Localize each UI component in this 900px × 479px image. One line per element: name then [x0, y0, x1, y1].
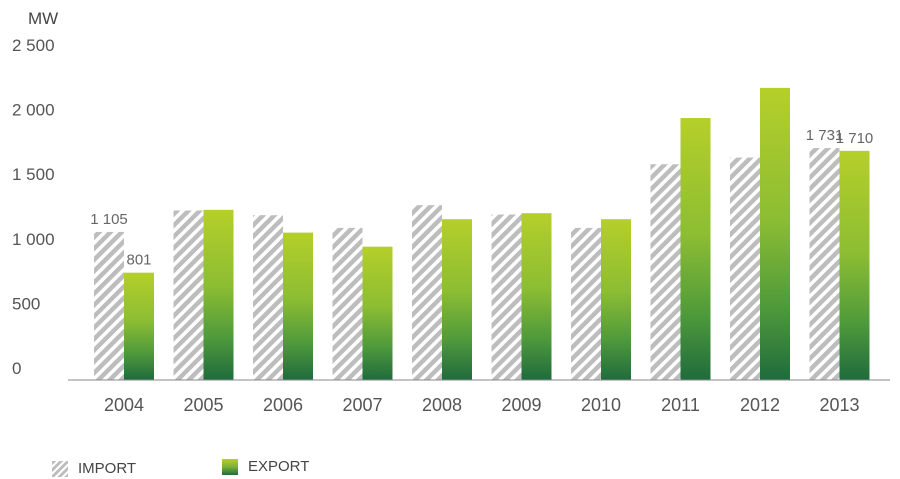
- legend-item-import: IMPORT: [52, 460, 136, 477]
- export-bar: [680, 118, 711, 380]
- export-bar: [760, 87, 790, 380]
- x-tick-label: 2013: [819, 395, 859, 415]
- import-bar: [173, 210, 204, 380]
- data-label: 1 731: [806, 127, 844, 144]
- y-unit-label: MW: [28, 9, 58, 28]
- export-bar: [601, 219, 631, 380]
- import-bar: [412, 205, 442, 380]
- import-swatch: [52, 460, 68, 477]
- y-tick-label: 1 500: [12, 165, 55, 184]
- import-bar: [571, 227, 601, 380]
- export-bar: [442, 219, 472, 380]
- x-tick-label: 2012: [740, 395, 780, 415]
- export-bar: [362, 246, 393, 380]
- import-bar: [332, 227, 363, 380]
- legend-item-export: EXPORT: [222, 458, 309, 475]
- data-label: 1 710: [836, 130, 874, 147]
- export-swatch: [222, 458, 238, 475]
- y-tick-label: 0: [12, 359, 21, 378]
- export-bar: [124, 272, 154, 380]
- data-label: 1 105: [90, 211, 128, 228]
- y-tick-label: 2 000: [12, 101, 55, 120]
- x-tick-label: 2005: [183, 395, 223, 415]
- y-tick-label: 500: [12, 294, 40, 313]
- x-tick-label: 2010: [581, 395, 621, 415]
- legend-label-import: IMPORT: [78, 460, 137, 477]
- export-bar: [839, 150, 870, 380]
- import-bar: [650, 164, 681, 380]
- x-tick-label: 2009: [501, 395, 541, 415]
- export-bar: [283, 232, 313, 380]
- x-tick-label: 2004: [104, 395, 144, 415]
- y-tick-label: 2 500: [12, 36, 55, 55]
- import-bar: [94, 231, 124, 380]
- data-label: 801: [126, 252, 151, 269]
- x-tick-label: 2011: [661, 395, 700, 415]
- legend-label-export: EXPORT: [248, 458, 310, 475]
- export-bar: [203, 209, 234, 380]
- y-tick-label: 1 000: [12, 230, 55, 249]
- export-bar: [521, 213, 552, 380]
- x-tick-label: 2008: [422, 395, 462, 415]
- import-bar: [809, 148, 840, 380]
- x-tick-label: 2006: [263, 395, 303, 415]
- x-tick-label: 2007: [342, 395, 382, 415]
- import-bar: [253, 215, 283, 380]
- import-bar: [491, 214, 522, 380]
- import-bar: [730, 157, 760, 380]
